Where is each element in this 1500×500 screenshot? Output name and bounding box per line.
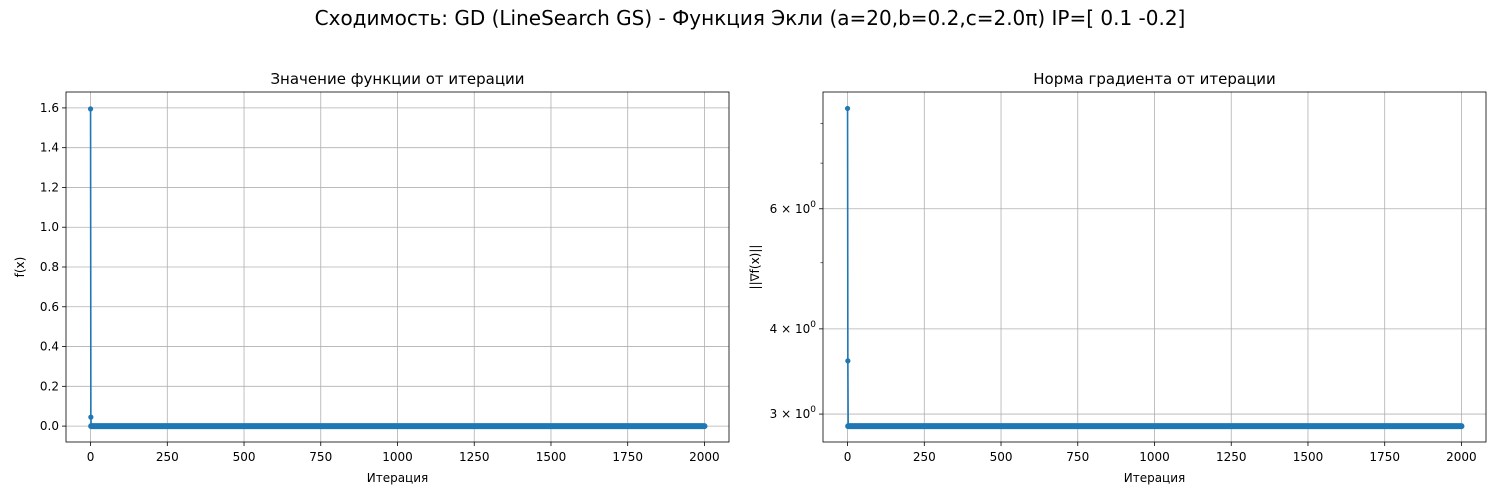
- x-tick-label: 500: [233, 450, 256, 464]
- x-tick-label: 1250: [459, 450, 490, 464]
- y-tick-label: 1.4: [40, 141, 59, 155]
- y-tick-label: 0.0: [40, 419, 59, 433]
- axes-frame: [822, 91, 1487, 443]
- chart-title: Норма градиента от итерации: [1033, 70, 1276, 88]
- x-tick-label: 1750: [612, 450, 643, 464]
- y-tick-label: 1.0: [40, 220, 59, 234]
- y-tick-label: 6 × 100: [770, 200, 817, 216]
- x-tick-label: 2000: [1446, 450, 1477, 464]
- y-tick-label: 0.2: [40, 379, 59, 393]
- data-point: [701, 423, 708, 429]
- x-tick-label: 750: [309, 450, 332, 464]
- figure-suptitle: Сходимость: GD (LineSearch GS) - Функция…: [314, 6, 1186, 30]
- x-tick-label: 1750: [1369, 450, 1400, 464]
- x-tick-label: 250: [913, 450, 936, 464]
- x-tick-label: 750: [1066, 450, 1089, 464]
- chart-2: 0 250 500 750 1000 1250 1500 1750 2000 3 × 100 4 ×…: [748, 70, 1487, 485]
- data-point: [88, 423, 94, 429]
- x-tick-label: 250: [156, 450, 179, 464]
- chart-title: Значение функции от итерации: [270, 70, 524, 88]
- data-point: [845, 423, 851, 429]
- y-tick-label: 4 × 100: [770, 320, 817, 336]
- x-axis-label: Итерация: [367, 471, 429, 485]
- y-axis-label: f(x): [13, 257, 27, 278]
- data-point: [87, 106, 94, 112]
- chart-1: 0 250 500 750 1000 1250 1500 1750 2000 0.0 0.2 0.4 0…: [13, 70, 730, 485]
- x-tick-label: 1500: [536, 450, 567, 464]
- x-axis-label: Итерация: [1124, 471, 1186, 485]
- y-tick-label: 0.8: [40, 260, 59, 274]
- data-point: [1458, 423, 1465, 429]
- y-tick-label: 1.2: [40, 180, 59, 194]
- data-point: [88, 414, 94, 420]
- data-point: [844, 105, 851, 112]
- x-tick-label: 1250: [1216, 450, 1247, 464]
- y-tick-label: 1.6: [40, 101, 59, 115]
- y-tick-label: 0.4: [40, 340, 59, 354]
- x-tick-label: 500: [990, 450, 1013, 464]
- x-tick-label: 0: [87, 450, 95, 464]
- x-tick-label: 1500: [1293, 450, 1324, 464]
- x-tick-label: 0: [844, 450, 852, 464]
- axes-frame: [65, 91, 730, 443]
- data-point: [845, 358, 851, 364]
- x-tick-label: 1000: [382, 450, 413, 464]
- y-tick-label: 3 × 100: [770, 405, 817, 421]
- x-tick-label: 2000: [689, 450, 720, 464]
- x-tick-label: 1000: [1139, 450, 1170, 464]
- y-tick-label: 0.6: [40, 300, 59, 314]
- y-axis-label: ||∇f(x)||: [748, 245, 762, 290]
